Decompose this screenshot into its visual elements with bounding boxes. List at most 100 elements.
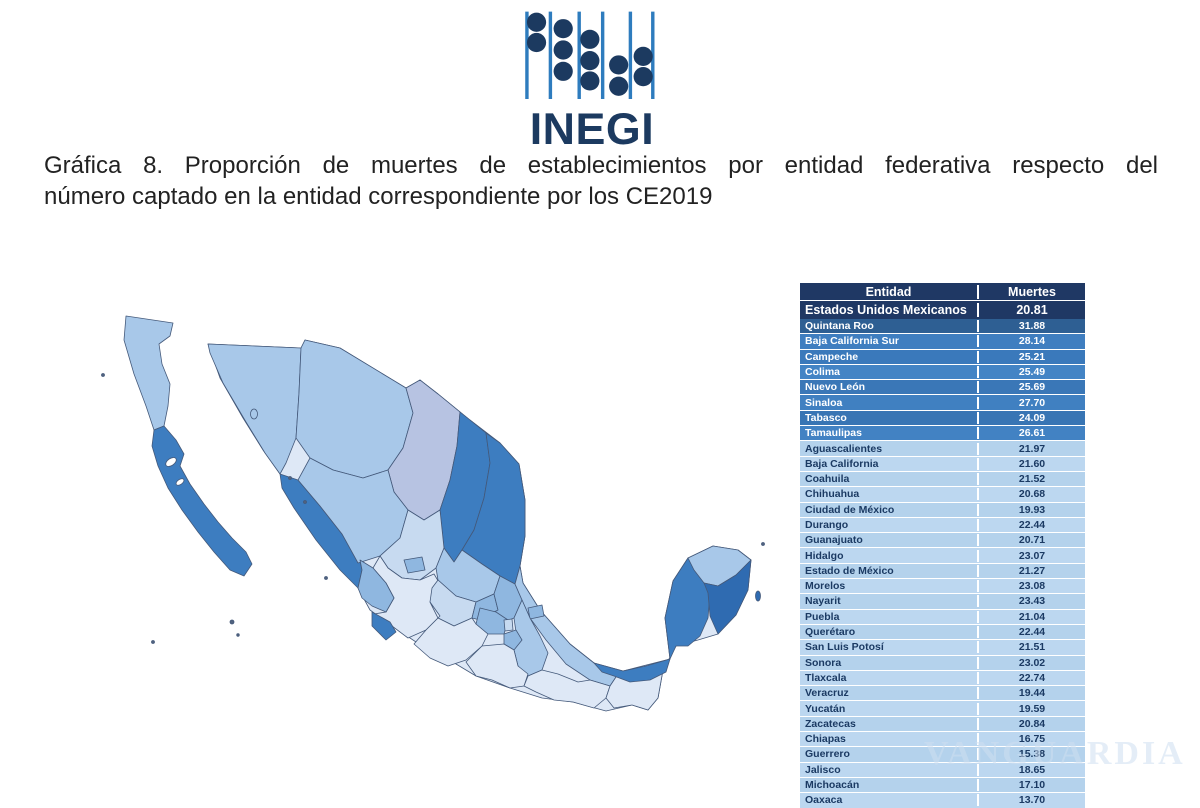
value-cell: 27.70 [977, 396, 1085, 409]
column-header-muertes: Muertes [977, 284, 1085, 299]
entity-deaths-table: Entidad Muertes Estados Unidos Mexicanos… [800, 283, 1085, 808]
value-cell: 19.44 [977, 687, 1085, 700]
value-cell: 20.68 [977, 488, 1085, 501]
value-cell: 23.08 [977, 580, 1085, 593]
table-row: Durango 22.44 [800, 516, 1085, 533]
entity-cell: Oaxaca [805, 794, 843, 807]
island [236, 633, 240, 637]
entity-cell: Chihuahua [805, 488, 860, 501]
table-body: Quintana Roo 31.88 Baja California Sur 28.1… [800, 319, 1085, 808]
lagoon [165, 457, 177, 467]
entity-cell: Tamaulipas [805, 427, 862, 440]
entity-cell: Zacatecas [805, 717, 856, 730]
entity-cell: Estado de México [805, 564, 894, 577]
table-row: Tlaxcala 22.74 [800, 669, 1085, 686]
value-cell: 21.04 [977, 610, 1085, 623]
table-row: Sinaloa 27.70 [800, 394, 1085, 410]
table-header-row: Entidad Muertes [800, 283, 1085, 300]
entity-cell: Sonora [805, 656, 842, 669]
table-row: Oaxaca 13.70 [800, 792, 1085, 808]
island [761, 542, 765, 546]
value-cell: 21.52 [977, 473, 1085, 486]
entity-cell: Colima [805, 366, 841, 379]
entity-cell: Querétaro [805, 626, 856, 639]
entity-cell: San Luis Potosí [805, 641, 884, 654]
island [288, 476, 292, 480]
table-row: Estado de México 21.27 [800, 562, 1085, 579]
table-row: Yucatán 19.59 [800, 700, 1085, 716]
table-row: Tamaulipas 26.61 [800, 425, 1085, 441]
figure-title-line1: Gráfica 8. Proporción de muertes de esta… [44, 152, 1158, 179]
table-row: Morelos 23.08 [800, 578, 1085, 594]
state-nayarit [357, 559, 395, 613]
table-row: Baja California 21.60 [800, 455, 1085, 471]
state-baja-california-sur [151, 425, 253, 577]
island [151, 640, 155, 644]
entity-cell: Michoacán [805, 779, 860, 792]
state-quintana-roo [703, 559, 752, 635]
state-colima [371, 611, 397, 641]
entity-cell: Coahuila [805, 473, 850, 486]
table-row: Nayarit 23.43 [800, 593, 1085, 609]
value-cell: 25.69 [977, 381, 1085, 394]
value-cell: 31.88 [977, 320, 1085, 333]
value-cell: 18.65 [977, 763, 1085, 776]
value-cell: 21.27 [977, 564, 1085, 577]
value-cell: 23.02 [977, 656, 1085, 669]
state-tabasco [593, 658, 671, 683]
table-row: Guerrero 15.38 [800, 746, 1085, 762]
value-cell: 26.61 [977, 427, 1085, 440]
state-tlaxcala [527, 604, 545, 620]
entity-cell: Nayarit [805, 595, 841, 608]
table-row: Nuevo León 25.69 [800, 379, 1085, 395]
table-row: Zacatecas 20.84 [800, 715, 1085, 732]
value-cell: 20.84 [977, 717, 1085, 730]
value-cell: 19.93 [977, 503, 1085, 516]
inegi-abacus-graphic: INEGI [525, 11, 655, 154]
value-cell: 17.10 [977, 779, 1085, 792]
table-total-row: Estados Unidos Mexicanos 20.81 [800, 300, 1085, 319]
table-row: Michoacán 17.10 [800, 776, 1085, 793]
island-tiburon [250, 408, 258, 420]
entity-cell: Durango [805, 519, 849, 531]
table-row: Guanajuato 20.71 [800, 532, 1085, 548]
entity-cell: Puebla [805, 610, 840, 623]
value-cell: 20.71 [977, 534, 1085, 547]
lagoon [175, 478, 185, 486]
state-baja-california [123, 315, 174, 431]
entity-cell: Jalisco [805, 763, 841, 776]
island [229, 619, 235, 625]
table-row: Quintana Roo 31.88 [800, 319, 1085, 334]
entity-cell: Baja California [805, 457, 879, 470]
value-cell: 22.44 [977, 626, 1085, 639]
table-row: Coahuila 21.52 [800, 470, 1085, 487]
table-row: Colima 25.49 [800, 363, 1085, 380]
entity-cell: Sinaloa [805, 396, 843, 409]
table-row: Baja California Sur 28.14 [800, 333, 1085, 349]
column-header-entidad: Entidad [865, 284, 912, 299]
value-cell: 22.44 [977, 519, 1085, 531]
island [324, 576, 328, 580]
entity-cell: Aguascalientes [805, 442, 883, 455]
island-cozumel [755, 590, 761, 602]
table-row: Tabasco 24.09 [800, 409, 1085, 426]
table-row: Jalisco 18.65 [800, 761, 1085, 777]
state-cdmx [503, 618, 514, 632]
figure-title-line2: número captado en la entidad correspondi… [44, 183, 713, 210]
table-row: San Luis Potosí 21.51 [800, 639, 1085, 655]
table-row: Campeche 25.21 [800, 348, 1085, 364]
value-cell: 21.97 [977, 442, 1085, 455]
value-cell: 24.09 [977, 411, 1085, 424]
entity-cell: Guerrero [805, 748, 850, 761]
table-row: Aguascalientes 21.97 [800, 440, 1085, 456]
entity-cell: Tabasco [805, 411, 847, 424]
total-label: Estados Unidos Mexicanos [805, 303, 967, 317]
state-morelos [503, 629, 523, 651]
entity-cell: Baja California Sur [805, 335, 899, 348]
state-chihuahua [295, 339, 414, 479]
state-michoacan [413, 601, 489, 667]
figure-title: Gráfica 8. Proporción de muertes de esta… [44, 150, 1158, 212]
entity-cell: Yucatán [805, 702, 846, 715]
abacus-beads [526, 12, 653, 96]
entity-cell: Tlaxcala [805, 671, 847, 684]
